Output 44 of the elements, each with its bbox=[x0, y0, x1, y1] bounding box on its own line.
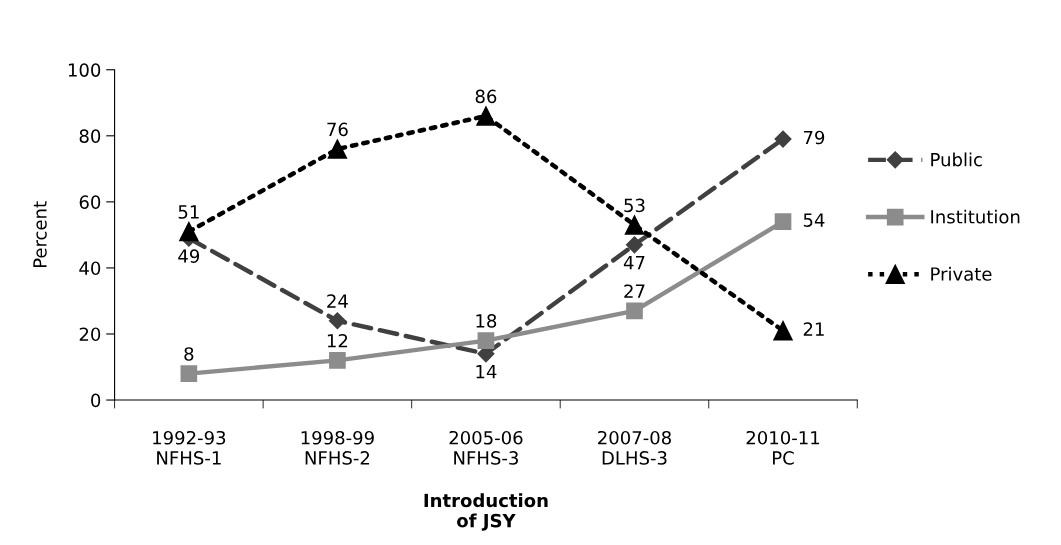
data-label: 47 bbox=[623, 256, 645, 270]
data-label: 12 bbox=[327, 333, 348, 348]
point bbox=[477, 332, 495, 349]
point bbox=[180, 365, 198, 382]
x-tick-label: 2005-06 NFHS-3 bbox=[449, 430, 523, 465]
data-label: 27 bbox=[624, 284, 645, 298]
point bbox=[624, 215, 645, 235]
y-tick-label: 20 bbox=[79, 327, 101, 342]
y-tick-label: 80 bbox=[79, 129, 101, 143]
point bbox=[327, 139, 348, 159]
data-label: 51 bbox=[178, 205, 199, 219]
point bbox=[476, 106, 496, 126]
data-label: 49 bbox=[178, 249, 200, 263]
data-label: 21 bbox=[803, 322, 824, 336]
point bbox=[774, 213, 792, 231]
legend-label: Institution bbox=[931, 209, 1020, 224]
legend-label: Private bbox=[931, 266, 992, 281]
data-label: 86 bbox=[475, 89, 497, 104]
legend-label: Public bbox=[931, 152, 982, 167]
x-tick-label: 2007-08 DLHS-3 bbox=[598, 430, 671, 465]
y-tick-label: 40 bbox=[79, 261, 101, 276]
y-tick-label: 100 bbox=[68, 63, 101, 77]
point bbox=[625, 236, 644, 254]
data-label: 18 bbox=[476, 314, 497, 328]
y-tick-label: 0 bbox=[91, 393, 101, 408]
x-tick-label: 1992-93 NFHS-1 bbox=[153, 430, 226, 465]
x-tick-label: 1998-99 NFHS-2 bbox=[301, 430, 374, 465]
point bbox=[773, 320, 793, 341]
point bbox=[329, 352, 346, 369]
x-axis-title: Introduction of JSY bbox=[424, 493, 548, 531]
data-label: 24 bbox=[327, 294, 348, 308]
data-label: 54 bbox=[803, 213, 825, 227]
data-label: 76 bbox=[327, 122, 348, 137]
data-label: 14 bbox=[476, 365, 497, 379]
data-label: 79 bbox=[803, 130, 825, 145]
data-label: 8 bbox=[184, 347, 194, 361]
point bbox=[179, 221, 199, 242]
data-label: 53 bbox=[624, 198, 645, 213]
y-tick-label: 60 bbox=[79, 195, 101, 209]
point bbox=[626, 302, 643, 320]
y-axis-title: Percent bbox=[33, 201, 47, 268]
point bbox=[774, 130, 792, 148]
x-tick-label: 2010-11 PC bbox=[746, 430, 820, 465]
point bbox=[328, 312, 346, 330]
